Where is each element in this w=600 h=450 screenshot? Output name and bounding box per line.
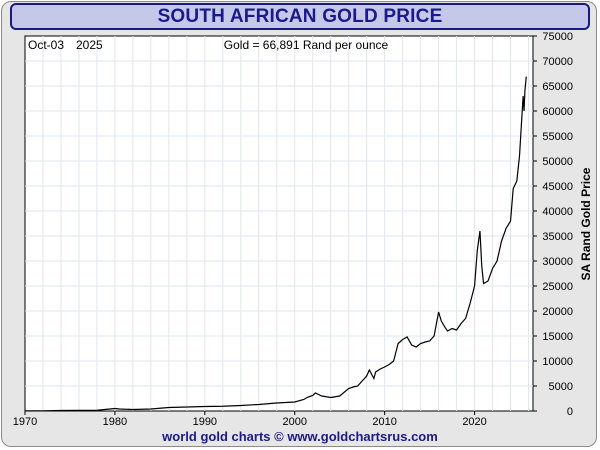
y-tick-label: 25000 (542, 281, 573, 293)
y-tick-label: 70000 (542, 56, 573, 68)
grid-vertical (42, 36, 530, 411)
y-tick-label: 40000 (542, 206, 573, 218)
y-tick-label: 55000 (542, 131, 573, 143)
footer-credit: world gold charts © www.goldchartsrus.co… (162, 429, 438, 444)
y-tick-label: 75000 (542, 31, 573, 43)
x-tick-label: 2010 (372, 416, 396, 428)
y-tick-label: 60000 (542, 106, 573, 118)
price-label: Gold = 66,891 Rand per ounce (224, 38, 389, 52)
y-axis-label: SA Rand Gold Price (579, 167, 593, 280)
title-bar: SOUTH AFRICAN GOLD PRICE (10, 3, 590, 30)
date-label: Oct-03 (28, 38, 64, 52)
x-tick-label: 2020 (462, 416, 486, 428)
y-tick-label: 35000 (542, 231, 573, 243)
y-tick-label: 20000 (542, 306, 573, 318)
x-axis-ticks: 1970 1980 1990 2000 2010 2020 (13, 411, 487, 428)
y-tick-label: 50000 (542, 156, 573, 168)
y-tick-label: 0 (567, 406, 573, 418)
x-tick-label: 1990 (193, 416, 217, 428)
y-tick-label: 30000 (542, 256, 573, 268)
x-tick-label: 1970 (13, 416, 37, 428)
y-tick-label: 45000 (542, 181, 573, 193)
y-axis-ticks: 0 5000 10000 15000 20000 25000 30000 35000 40000… (533, 31, 573, 418)
x-tick-label: 2000 (282, 416, 306, 428)
y-tick-label: 65000 (542, 81, 573, 93)
y-tick-label: 10000 (542, 356, 573, 368)
y-tick-label: 15000 (542, 331, 573, 343)
gold-price-line (24, 76, 527, 412)
year-label: 2025 (76, 38, 103, 52)
y-tick-label: 5000 (549, 381, 573, 393)
plot-area (24, 35, 534, 412)
chart-title: SOUTH AFRICAN GOLD PRICE (157, 5, 443, 27)
grid-horizontal (25, 60, 533, 387)
x-tick-label: 1980 (103, 416, 127, 428)
